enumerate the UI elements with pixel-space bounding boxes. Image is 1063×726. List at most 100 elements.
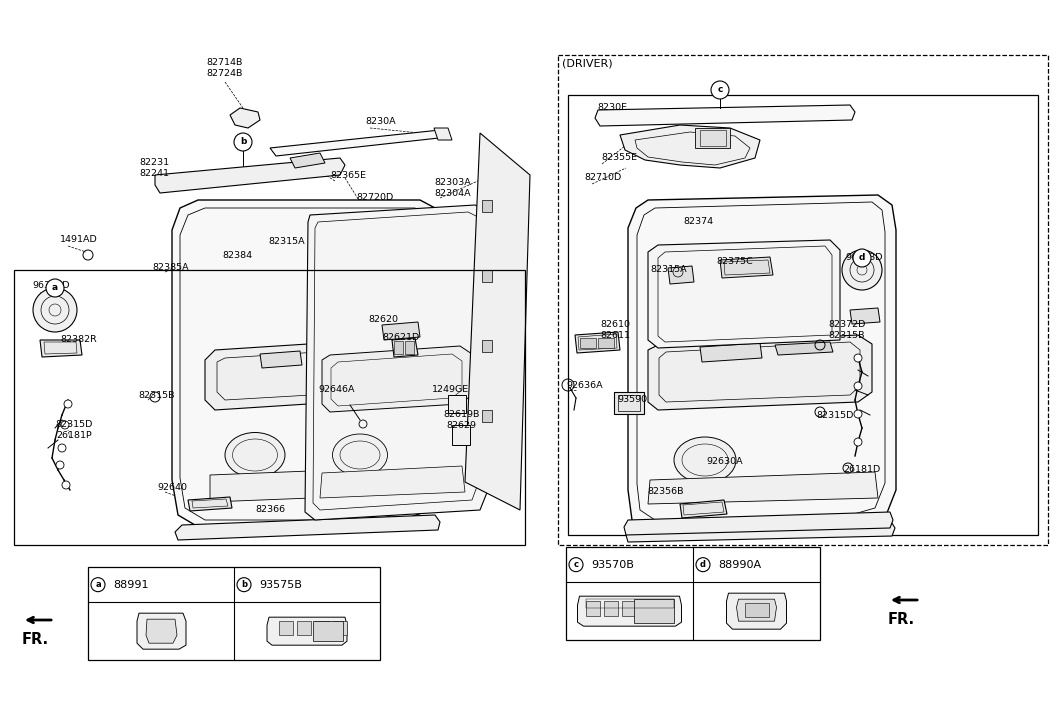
- Bar: [482, 410, 492, 422]
- Bar: [452, 425, 470, 445]
- Polygon shape: [720, 257, 773, 278]
- Polygon shape: [260, 351, 302, 368]
- Text: 82610
82611: 82610 82611: [600, 320, 630, 340]
- Text: 26181D: 26181D: [843, 465, 880, 475]
- Polygon shape: [434, 128, 452, 140]
- Text: 93590: 93590: [617, 396, 647, 404]
- Text: 82303A
82304A: 82303A 82304A: [434, 179, 471, 197]
- Polygon shape: [648, 472, 878, 504]
- Bar: [566, 547, 820, 640]
- Polygon shape: [668, 266, 694, 284]
- Text: 96363D: 96363D: [845, 253, 882, 263]
- Bar: [394, 341, 403, 354]
- Text: 82714B
82724B: 82714B 82724B: [207, 58, 243, 78]
- Circle shape: [854, 438, 862, 446]
- Bar: [580, 338, 596, 348]
- Text: 82382R: 82382R: [60, 335, 97, 345]
- Bar: [14, 270, 525, 545]
- Text: 82355E: 82355E: [601, 153, 637, 163]
- Polygon shape: [577, 596, 681, 626]
- Text: FR.: FR.: [888, 612, 915, 627]
- Polygon shape: [680, 500, 727, 518]
- Text: b: b: [241, 580, 247, 590]
- Text: 82385A: 82385A: [152, 264, 188, 272]
- Bar: [744, 603, 769, 617]
- Text: d: d: [859, 253, 865, 263]
- Text: 8230A: 8230A: [365, 118, 395, 126]
- Text: 8230E: 8230E: [597, 104, 627, 113]
- Polygon shape: [40, 340, 82, 357]
- Polygon shape: [701, 343, 762, 362]
- Circle shape: [853, 249, 871, 267]
- Polygon shape: [230, 108, 260, 128]
- Circle shape: [33, 288, 77, 332]
- Polygon shape: [320, 466, 465, 498]
- Text: 82720D: 82720D: [356, 192, 393, 202]
- Polygon shape: [267, 617, 347, 645]
- Text: 96363D: 96363D: [32, 280, 69, 290]
- Bar: [634, 599, 674, 623]
- Polygon shape: [188, 497, 232, 511]
- Bar: [604, 601, 618, 616]
- Circle shape: [46, 279, 64, 297]
- Bar: [695, 128, 730, 148]
- Circle shape: [854, 410, 862, 418]
- Bar: [614, 392, 644, 414]
- Bar: [297, 621, 311, 635]
- Polygon shape: [575, 332, 620, 353]
- Polygon shape: [305, 205, 492, 520]
- Text: c: c: [718, 86, 723, 94]
- Text: 92630A: 92630A: [706, 457, 743, 467]
- Polygon shape: [146, 619, 178, 643]
- Circle shape: [711, 81, 729, 99]
- Polygon shape: [737, 599, 776, 621]
- Polygon shape: [290, 153, 325, 168]
- Bar: [568, 95, 1037, 535]
- Text: 82384: 82384: [222, 250, 252, 259]
- Polygon shape: [137, 613, 186, 649]
- Text: a: a: [96, 580, 101, 590]
- Polygon shape: [210, 468, 388, 502]
- Text: 82374: 82374: [684, 218, 713, 227]
- Bar: [405, 341, 414, 354]
- Text: 1491AD: 1491AD: [60, 235, 98, 245]
- Text: 88991: 88991: [113, 579, 149, 590]
- Polygon shape: [648, 240, 840, 348]
- Polygon shape: [382, 322, 420, 340]
- Ellipse shape: [674, 437, 736, 483]
- Circle shape: [854, 354, 862, 362]
- Text: FR.: FR.: [22, 632, 49, 647]
- Bar: [333, 621, 347, 635]
- Polygon shape: [270, 130, 448, 156]
- Text: 82620: 82620: [368, 316, 398, 325]
- Polygon shape: [310, 349, 358, 361]
- Bar: [701, 130, 726, 146]
- Bar: [448, 395, 466, 413]
- Circle shape: [58, 444, 66, 452]
- Bar: [598, 338, 614, 348]
- Bar: [315, 621, 330, 635]
- Polygon shape: [775, 342, 833, 355]
- Text: b: b: [240, 137, 247, 147]
- Polygon shape: [620, 125, 760, 168]
- Ellipse shape: [333, 434, 388, 476]
- Text: 88990A: 88990A: [718, 560, 761, 570]
- Circle shape: [854, 382, 862, 390]
- Text: 82710D: 82710D: [584, 174, 621, 182]
- Polygon shape: [155, 158, 345, 193]
- Circle shape: [56, 461, 64, 469]
- Polygon shape: [465, 133, 530, 510]
- Polygon shape: [205, 340, 385, 410]
- Bar: [482, 270, 492, 282]
- Bar: [586, 601, 600, 616]
- Ellipse shape: [225, 433, 285, 478]
- Polygon shape: [595, 105, 855, 126]
- Text: 82621D: 82621D: [382, 333, 419, 343]
- Bar: [586, 599, 674, 608]
- Circle shape: [61, 421, 69, 429]
- Text: 82365E: 82365E: [330, 171, 366, 179]
- Text: 93575B: 93575B: [259, 579, 302, 590]
- Polygon shape: [626, 520, 895, 542]
- Bar: [313, 621, 343, 641]
- Polygon shape: [628, 195, 896, 532]
